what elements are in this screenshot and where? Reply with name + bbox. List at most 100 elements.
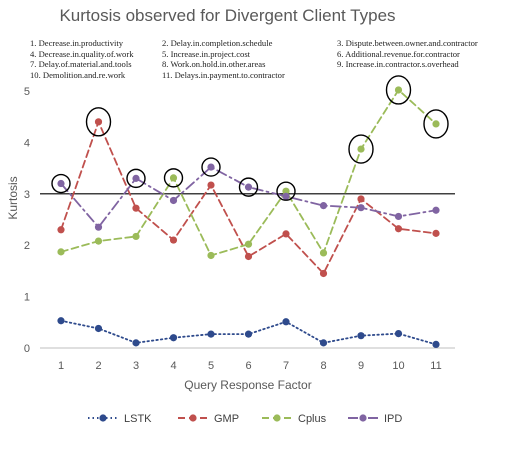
data-point-lstk xyxy=(394,330,403,338)
x-tick-label: 5 xyxy=(208,360,214,372)
highlight-circle xyxy=(51,173,71,194)
factor-key-row: 4. Decrease.in.quality.of.work 5. Increas… xyxy=(30,49,510,60)
legend-label-gmp: GMP xyxy=(214,413,239,425)
series-line-cplus xyxy=(60,88,437,257)
data-point-lstk xyxy=(432,340,440,349)
y-tick-label: 1 xyxy=(24,292,30,304)
data-point-gmp xyxy=(394,225,403,233)
data-point-lstk xyxy=(57,317,65,325)
data-point-lstk xyxy=(244,330,253,338)
x-tick-label: 11 xyxy=(430,360,441,372)
factor-key-item: 1. Decrease.in.productivity xyxy=(30,38,124,48)
factor-key-item: 11. Delays.in.payment.to.contractor xyxy=(162,69,285,80)
data-point-gmp xyxy=(207,181,215,189)
legend-marker-cplus xyxy=(273,414,281,422)
data-point-cplus xyxy=(207,251,215,260)
data-point-cplus xyxy=(132,232,140,241)
factor-key-item: 2. Delay.in.completion.schedule xyxy=(162,38,273,48)
x-tick-label: 2 xyxy=(95,360,101,372)
factor-key: 1. Decrease.in.productivity 2. Delay.in.c… xyxy=(30,38,510,80)
legend-marker-gmp xyxy=(189,414,197,422)
data-point-lstk xyxy=(169,334,178,342)
data-point-cplus xyxy=(282,187,290,195)
factor-key-row: 7. Delay.of.material.and.tools 8. Work.on… xyxy=(30,59,510,70)
data-point-lstk xyxy=(319,339,328,347)
data-point-ipd xyxy=(394,212,403,221)
data-point-cplus xyxy=(357,145,365,153)
data-point-gmp xyxy=(132,204,140,212)
factor-key-item: 7. Delay.of.material.and.tools xyxy=(30,59,132,70)
factor-key-item: 5. Increase.in.project.cost xyxy=(162,48,251,59)
y-tick-label: 2 xyxy=(24,240,30,252)
factor-key-item: 6. Additional.revenue.for.contractor xyxy=(337,48,460,59)
data-point-ipd xyxy=(57,179,65,188)
legend-label-lstk: LSTK xyxy=(124,413,152,425)
factor-key-item: 9. Increase.in.contractor.s.overhead xyxy=(337,59,459,70)
data-point-gmp xyxy=(432,229,440,237)
highlight-circle xyxy=(163,168,184,188)
data-point-gmp xyxy=(357,195,365,203)
data-point-gmp xyxy=(282,230,290,238)
legend-label-cplus: Cplus xyxy=(298,413,327,425)
data-point-cplus xyxy=(57,248,65,256)
data-point-lstk xyxy=(132,339,140,347)
data-point-ipd xyxy=(94,223,103,231)
data-point-ipd xyxy=(244,183,253,191)
chart-title: Kurtosis observed for Divergent Client T… xyxy=(59,6,396,25)
data-point-cplus xyxy=(319,249,328,257)
highlight-circle xyxy=(201,157,221,177)
data-point-gmp xyxy=(94,118,103,126)
x-axis-title: Query Response Factor xyxy=(184,378,311,392)
series-line-gmp xyxy=(60,119,437,276)
data-point-ipd xyxy=(207,163,215,171)
x-tick-label: 7 xyxy=(283,360,289,372)
data-point-gmp xyxy=(57,226,65,234)
highlight-circle xyxy=(276,181,296,201)
series-line-ipd xyxy=(60,165,437,229)
data-point-cplus xyxy=(94,237,103,245)
data-point-lstk xyxy=(357,332,365,340)
highlight-circle xyxy=(348,134,374,164)
factor-key-item: 10. Demolition.and.re.work xyxy=(30,69,126,80)
highlight-circle xyxy=(423,109,449,139)
data-point-ipd xyxy=(357,204,365,212)
data-point-gmp xyxy=(244,252,253,261)
factor-key-item: 4. Decrease.in.quality.of.work xyxy=(30,48,134,59)
data-point-lstk xyxy=(94,324,103,333)
data-point-cplus xyxy=(169,174,178,182)
x-tick-label: 10 xyxy=(392,360,404,372)
y-tick-label: 5 xyxy=(24,86,30,98)
factor-key-item: 3. Dispute.between.owner.and.contractor xyxy=(337,38,478,48)
data-point-gmp xyxy=(319,269,328,278)
data-point-ipd xyxy=(169,196,178,205)
highlight-circle xyxy=(385,75,412,105)
x-tick-label: 6 xyxy=(245,360,251,372)
x-tick-label: 8 xyxy=(320,360,326,372)
data-point-ipd xyxy=(132,174,140,182)
data-point-ipd xyxy=(432,206,440,214)
highlight-circle xyxy=(238,177,259,197)
y-tick-label: 3 xyxy=(24,189,30,201)
y-tick-label: 0 xyxy=(24,343,30,355)
legend-marker-lstk xyxy=(99,414,107,422)
series-line-lstk xyxy=(60,319,437,346)
y-axis-title: Kurtosis xyxy=(6,176,20,219)
x-tick-label: 4 xyxy=(170,360,176,372)
legend-marker-ipd xyxy=(359,414,367,422)
data-point-lstk xyxy=(282,318,290,326)
data-point-cplus xyxy=(432,120,440,128)
x-tick-label: 1 xyxy=(58,360,64,372)
data-point-ipd xyxy=(319,202,328,210)
data-point-gmp xyxy=(169,236,178,244)
factor-key-item: 8. Work.on.hold.in.other.areas xyxy=(162,59,266,70)
data-point-cplus xyxy=(394,86,403,94)
highlight-circle xyxy=(126,168,146,189)
data-point-ipd xyxy=(282,192,290,200)
x-tick-label: 3 xyxy=(133,360,139,372)
data-point-lstk xyxy=(207,330,215,338)
legend-label-ipd: IPD xyxy=(384,413,402,425)
factor-key-row: 10. Demolition.and.re.work 11. Delays.in.… xyxy=(30,70,510,81)
x-tick-label: 9 xyxy=(358,360,364,372)
y-tick-label: 4 xyxy=(24,137,30,149)
